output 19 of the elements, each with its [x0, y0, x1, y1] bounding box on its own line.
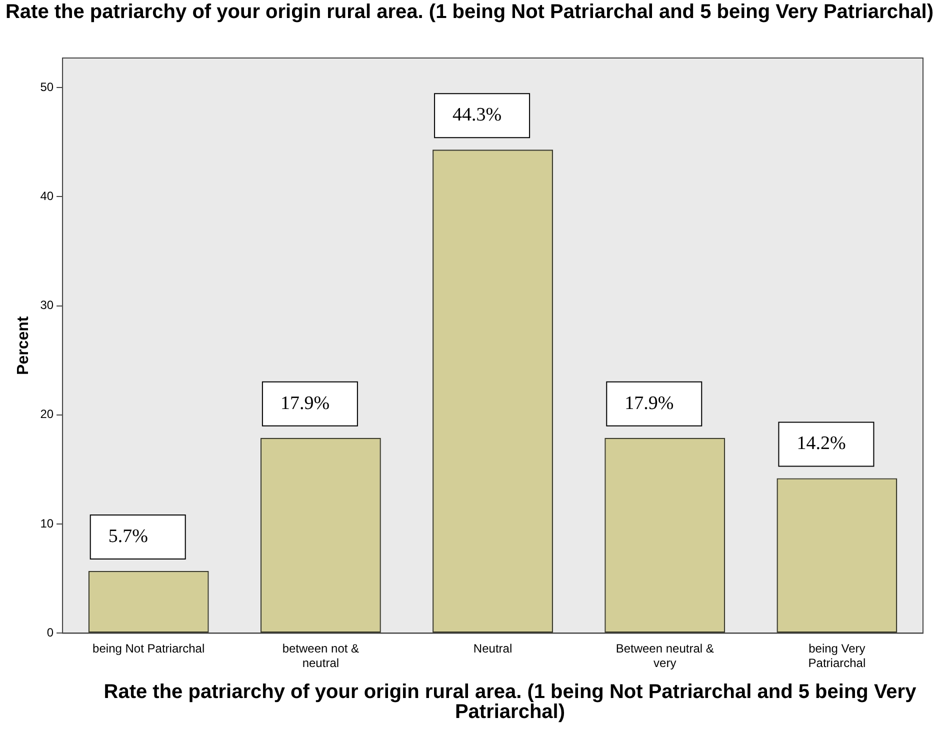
data-label: 17.9% — [280, 392, 330, 414]
x-axis-title: Rate the patriarchy of your origin rural area. (1 being Not Patriarchal and 5 being Very Patriarchal) — [102, 681, 918, 723]
y-tick-label: 50 — [40, 80, 54, 94]
y-tick-label: 20 — [40, 407, 54, 422]
x-tick-label: between not & neutral — [282, 642, 360, 670]
y-tick-label: 0 — [46, 626, 54, 640]
y-axis-title: Percent — [15, 316, 32, 375]
data-label: 44.3% — [452, 104, 502, 126]
y-tick-label: 30 — [40, 298, 54, 312]
x-tick-label: being Not Patriarchal — [92, 642, 205, 656]
data-label: 14.2% — [796, 433, 846, 454]
chart-title: Rate the patriarchy of your origin rural area. (1 being Not Patriarchal and 5 being Very Patriarchal) — [4, 1, 935, 23]
y-tick-label: 10 — [40, 516, 54, 530]
x-tick-label: Between neutral & very — [616, 642, 714, 670]
data-label: 17.9% — [624, 392, 674, 414]
data-label: 5.7% — [108, 526, 148, 547]
y-tick-label: 40 — [40, 188, 54, 203]
x-tick-label: being Very Patriarchal — [808, 642, 866, 670]
x-tick-label: Neutral — [473, 642, 512, 656]
